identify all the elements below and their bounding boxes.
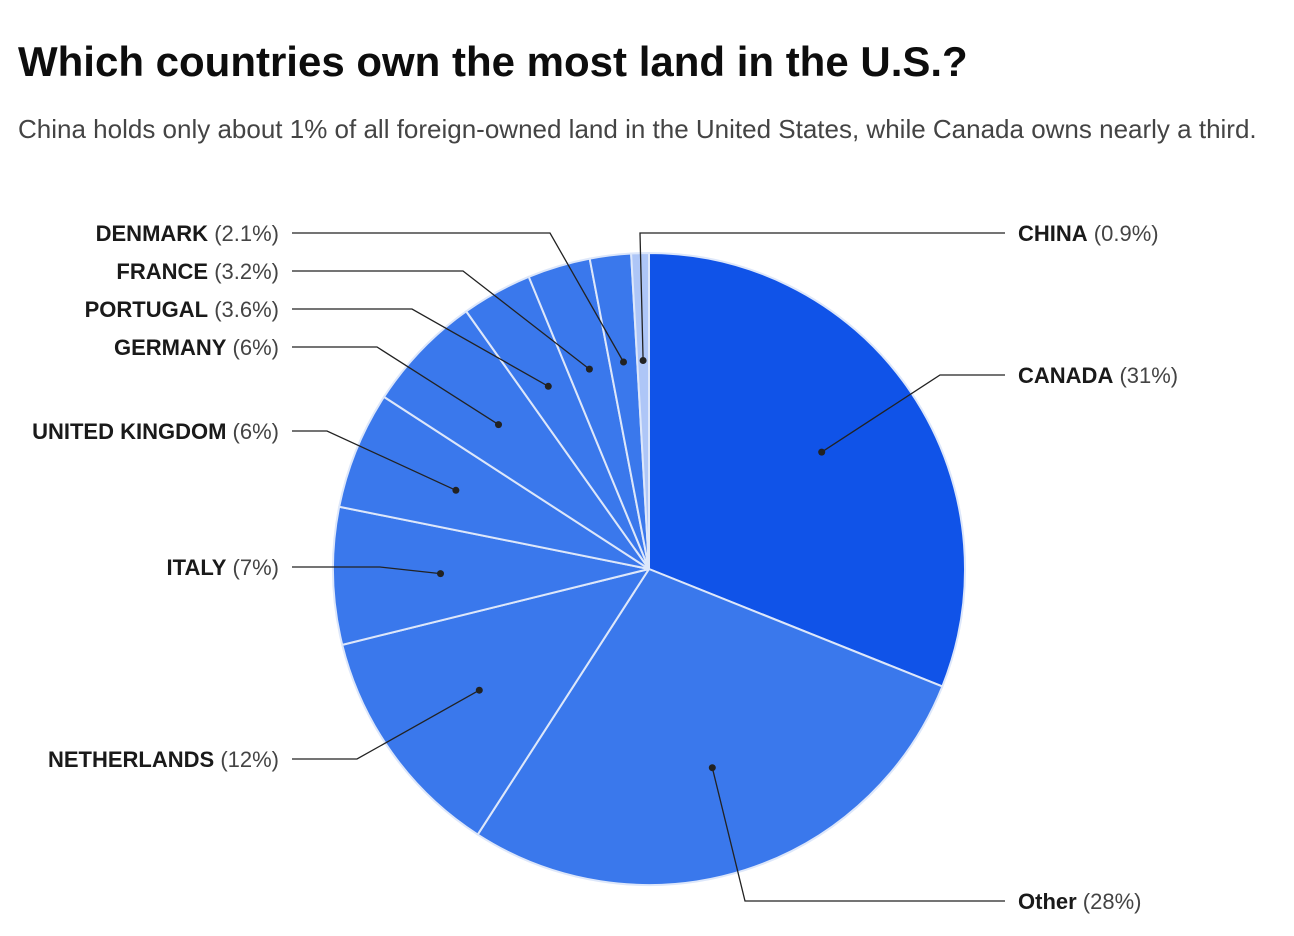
slice-label-value: (3.2%) <box>208 259 279 284</box>
leader-line-other <box>711 767 1005 902</box>
slice-label-italy: ITALY (7%) <box>167 555 279 580</box>
leader-dot-denmark <box>620 358 627 366</box>
pie-slice-germany <box>383 310 650 570</box>
leader-line-canada <box>821 374 1005 453</box>
pie-slice-netherlands <box>341 568 650 836</box>
slice-label-name: CHINA <box>1018 221 1088 246</box>
leader-line-china <box>639 232 1005 361</box>
slice-label-other: Other (28%) <box>1018 889 1141 914</box>
slice-label-name: GERMANY <box>114 335 227 360</box>
leader-dot-netherlands <box>475 686 483 694</box>
leader-dot-other <box>708 764 716 772</box>
leader-line-portugal <box>292 308 549 387</box>
slice-label-name: Other <box>1018 889 1077 914</box>
slice-label-france: FRANCE (3.2%) <box>116 259 279 284</box>
leader-dot-united-kingdom <box>452 486 460 494</box>
pie-slices <box>332 252 966 886</box>
leader-dot-france <box>585 365 593 373</box>
slice-label-name: ITALY <box>167 555 227 580</box>
slice-label-name: NETHERLANDS <box>48 747 214 772</box>
slice-label-value: (28%) <box>1077 889 1142 914</box>
slice-label-name: DENMARK <box>96 221 209 246</box>
slice-label-name: FRANCE <box>116 259 208 284</box>
slice-label-value: (6%) <box>226 419 279 444</box>
slice-label-value: (7%) <box>226 555 279 580</box>
leader-dot-portugal <box>544 382 552 390</box>
slice-label-germany: GERMANY (6%) <box>114 335 279 360</box>
leader-dot-germany <box>495 421 502 429</box>
leader-line-denmark <box>292 232 625 363</box>
slice-label-value: (2.1%) <box>208 221 279 246</box>
pie-slice-united-kingdom <box>338 395 650 570</box>
slice-label-name: PORTUGAL <box>85 297 208 322</box>
slice-label-name: CANADA <box>1018 363 1113 388</box>
leader-line-france <box>292 270 590 370</box>
leader-line-netherlands <box>292 689 480 760</box>
slice-label-value: (6%) <box>226 335 279 360</box>
slice-label-value: (3.6%) <box>208 297 279 322</box>
slice-label-china: CHINA (0.9%) <box>1018 221 1159 246</box>
leader-dot-italy <box>437 570 444 578</box>
slice-label-denmark: DENMARK (2.1%) <box>96 221 279 246</box>
chart-subtitle: China holds only about 1% of all foreign… <box>18 114 1257 144</box>
pie-slice-other <box>476 568 944 886</box>
pie-slice-canada <box>648 252 966 688</box>
slice-label-united-kingdom: UNITED KINGDOM (6%) <box>32 419 279 444</box>
slice-label-value: (0.9%) <box>1088 221 1159 246</box>
slice-label-name: UNITED KINGDOM <box>32 419 226 444</box>
slice-label-value: (12%) <box>214 747 279 772</box>
leader-dot-china <box>639 357 647 364</box>
leader-line-italy <box>292 566 441 575</box>
leader-dot-canada <box>818 448 826 456</box>
chart-title: Which countries own the most land in the… <box>18 38 968 85</box>
leader-lines <box>292 232 1005 902</box>
slice-labels: CANADA (31%) Other (28%) NETHERLANDS (12%)… <box>32 221 1178 914</box>
leader-line-germany <box>292 346 499 426</box>
slice-label-value: (31%) <box>1113 363 1178 388</box>
pie-slice-italy <box>332 505 650 646</box>
slice-label-canada: CANADA (31%) <box>1018 363 1178 388</box>
slice-label-netherlands: NETHERLANDS (12%) <box>48 747 279 772</box>
slice-label-portugal: PORTUGAL (3.6%) <box>85 297 279 322</box>
leader-line-united-kingdom <box>292 430 457 491</box>
